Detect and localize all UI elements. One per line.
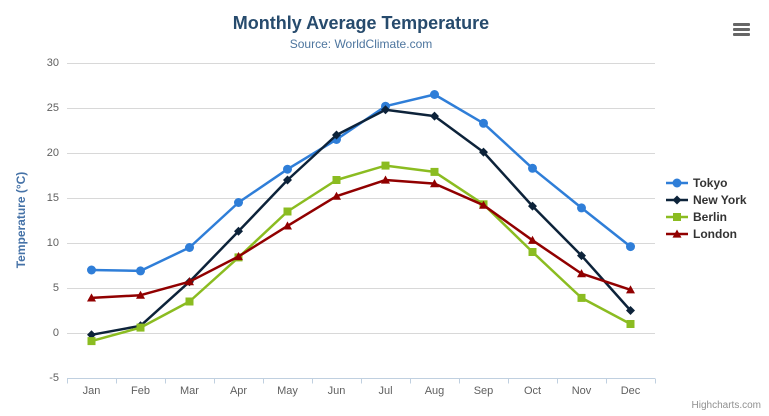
x-axis-tick-label: Feb — [131, 385, 150, 397]
y-axis-tick-label: 20 — [46, 147, 59, 159]
square-series-marker-icon — [666, 212, 688, 221]
x-axis-tick-label: Jun — [327, 385, 346, 397]
circle-series-marker-icon — [666, 178, 688, 187]
x-axis-tick-label: Aug — [424, 385, 445, 397]
series-berlin — [87, 161, 635, 346]
legend-item-london[interactable]: London — [666, 226, 747, 241]
y-axis-tick-label: 30 — [46, 57, 59, 69]
series-new-york — [87, 105, 635, 340]
legend-item-label: Tokyo — [693, 175, 728, 190]
legend-item-label: Berlin — [693, 209, 728, 224]
y-axis-tick-label: 25 — [46, 102, 59, 114]
diamond-series-marker-icon — [666, 195, 688, 204]
y-axis-tick-label: 10 — [46, 237, 59, 249]
y-axis-tick-label: 5 — [52, 282, 59, 294]
chart-subtitle: Source: WorldClimate.com — [289, 37, 433, 51]
hamburger-menu-icon[interactable] — [732, 19, 754, 39]
legend-item-label: New York — [693, 192, 747, 207]
y-axis-tick-label: 15 — [46, 192, 59, 204]
legend-item-tokyo[interactable]: Tokyo — [666, 175, 747, 190]
legend: Tokyo New York Berlin London — [666, 175, 747, 241]
legend-item-new-york[interactable]: New York — [666, 192, 747, 207]
y-axis-tick-label: -5 — [49, 372, 59, 384]
x-axis-tick-label: Jan — [82, 385, 101, 397]
x-axis-tick-label: Mar — [180, 385, 199, 397]
x-axis-tick-label: Apr — [229, 385, 248, 397]
credits-link[interactable]: Highcharts.com — [691, 400, 761, 411]
x-axis-tick-label: Sep — [473, 385, 494, 397]
y-axis-title: Temperature (°C) — [14, 171, 28, 269]
x-axis-tick-label: Jul — [378, 385, 393, 397]
series-london — [87, 175, 635, 302]
series-tokyo — [87, 90, 635, 276]
x-axis-tick-label: Nov — [571, 385, 592, 397]
legend-item-label: London — [693, 226, 737, 241]
x-axis-tick-label: Dec — [620, 385, 641, 397]
triangle-series-marker-icon — [666, 229, 688, 238]
chart-title: Monthly Average Temperature — [232, 13, 490, 33]
x-axis-tick-label: Oct — [523, 385, 542, 397]
y-axis-tick-label: 0 — [52, 327, 59, 339]
legend-item-berlin[interactable]: Berlin — [666, 209, 747, 224]
x-axis-tick-label: May — [277, 385, 298, 397]
